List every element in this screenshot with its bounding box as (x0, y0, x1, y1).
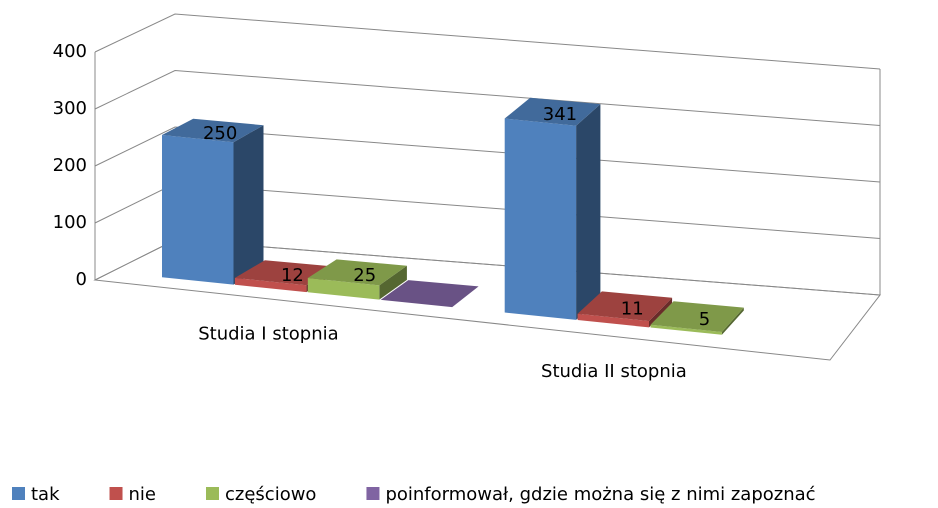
legend-swatch (206, 487, 219, 500)
legend-swatch (109, 487, 123, 500)
x-tick-label: Studia I stopnia (198, 324, 338, 345)
bar-top (162, 118, 264, 143)
bar-top (504, 97, 601, 126)
bar-side (379, 265, 407, 300)
bar-side (721, 307, 744, 335)
grid-line (94, 126, 881, 183)
y-tick-label: 300 (53, 98, 87, 119)
grid-line (94, 13, 881, 70)
data-label: 11 (621, 299, 644, 320)
data-label: 341 (543, 104, 577, 125)
legend-label: tak (31, 484, 60, 505)
y-tick-label: 0 (76, 269, 87, 290)
bar (650, 301, 744, 335)
data-label: 250 (203, 123, 237, 144)
y-tick-label: 400 (53, 41, 87, 62)
bar-side (649, 297, 673, 328)
bar (307, 259, 407, 300)
bar-front (577, 313, 649, 328)
grid-line (94, 69, 881, 126)
data-label: 5 (699, 309, 710, 330)
bar-side (576, 104, 601, 320)
x-tick-label: Studia II stopnia (541, 361, 687, 382)
bar (504, 97, 601, 320)
bar-top (380, 280, 479, 308)
legend-swatch (12, 487, 25, 500)
bar (380, 280, 479, 308)
legend-label: częściowo (225, 484, 316, 505)
legend-label: poinformował, gdzie można się z nimi zap… (385, 484, 815, 505)
bar-top (307, 259, 407, 286)
bar-front (234, 277, 307, 293)
data-label: 25 (353, 265, 376, 286)
bar (577, 291, 673, 328)
bar (162, 118, 264, 285)
legend-label: nie (129, 484, 156, 505)
bar-front (504, 118, 577, 320)
bar-top (577, 291, 673, 322)
bar-front (162, 135, 234, 285)
bar-side (233, 125, 264, 285)
y-tick-label: 200 (53, 155, 87, 176)
bar-top (650, 301, 744, 332)
y-tick-label: 100 (53, 212, 87, 233)
bar-front (307, 278, 380, 300)
data-label: 12 (281, 265, 304, 286)
bar-front (650, 324, 722, 335)
legend-swatch (366, 487, 380, 500)
